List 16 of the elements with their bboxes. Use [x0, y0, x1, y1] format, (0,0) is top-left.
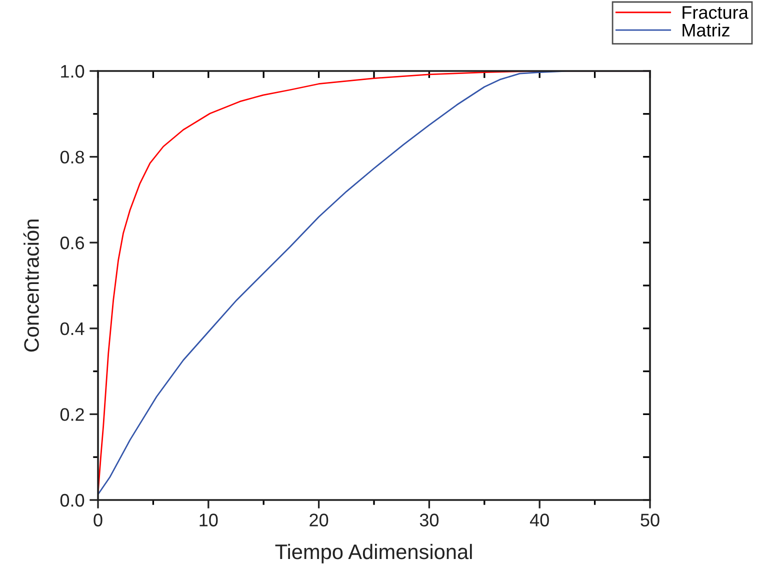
x-tick-label: 40 [530, 514, 549, 526]
x-axis-title: Tiempo Adimensional [275, 544, 472, 564]
y-tick-label: 1.0 [61, 64, 84, 78]
y-tick-label: 0.4 [60, 322, 84, 336]
x-tick-label: 0 [94, 514, 102, 526]
x-tick-label: 20 [310, 514, 328, 526]
legend-label: Fractura [682, 6, 748, 19]
x-tick-label: 10 [200, 514, 218, 526]
y-tick-label: 0.8 [60, 150, 84, 164]
y-tick-label: 0.2 [60, 408, 84, 421]
y-axis-title: Concentración [23, 220, 39, 352]
x-tick-label: 30 [420, 514, 439, 526]
x-tick-label: 50 [640, 514, 660, 526]
y-tick-label: 0.6 [60, 236, 84, 250]
y-tick-label: 0.0 [60, 494, 84, 507]
legend-label: Matriz [682, 23, 730, 37]
